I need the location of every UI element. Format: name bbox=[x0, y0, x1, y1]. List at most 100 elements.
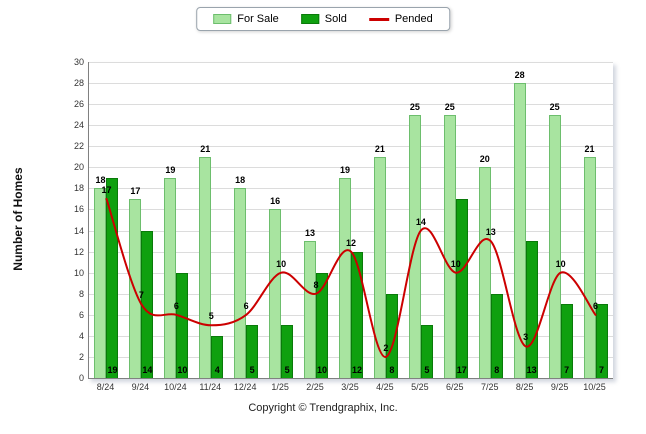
chart-legend: For Sale Sold Pended bbox=[196, 7, 450, 31]
bar-sold bbox=[141, 230, 154, 378]
bar-for-sale bbox=[478, 167, 491, 378]
pended-value-label: 2 bbox=[383, 342, 389, 353]
for-sale-value-label: 20 bbox=[479, 154, 490, 165]
bar-for-sale bbox=[94, 188, 107, 378]
sold-value-label: 5 bbox=[284, 365, 290, 375]
y-tick-label: 8 bbox=[78, 288, 84, 299]
bar-for-sale bbox=[164, 177, 177, 378]
x-tick-label: 9/25 bbox=[550, 382, 569, 392]
legend-label-pended: Pended bbox=[394, 13, 433, 25]
gridline bbox=[89, 83, 613, 85]
x-tick-label: 6/25 bbox=[446, 382, 464, 392]
legend-item-for-sale: For Sale bbox=[213, 13, 279, 25]
y-tick-label: 12 bbox=[73, 246, 84, 257]
sold-swatch-icon bbox=[300, 14, 319, 24]
pended-value-label: 17 bbox=[101, 184, 112, 195]
y-axis-title: Number of Homes bbox=[11, 167, 25, 271]
pended-value-label: 6 bbox=[173, 300, 179, 311]
y-tick-label: 18 bbox=[73, 183, 84, 194]
bar-for-sale bbox=[234, 188, 247, 378]
for-sale-value-label: 13 bbox=[305, 228, 316, 239]
for-sale-value-label: 25 bbox=[549, 101, 560, 112]
pended-value-label: 10 bbox=[276, 258, 287, 269]
for-sale-value-label: 25 bbox=[444, 101, 455, 112]
x-tick-label: 9/24 bbox=[131, 382, 150, 392]
pended-value-label: 6 bbox=[593, 300, 599, 311]
x-tick-label: 8/24 bbox=[96, 382, 115, 392]
bar-for-sale bbox=[304, 241, 317, 378]
y-tick-label: 28 bbox=[73, 78, 84, 89]
for-sale-value-label: 18 bbox=[95, 175, 106, 186]
x-tick-label: 3/25 bbox=[341, 382, 359, 392]
gridline bbox=[89, 62, 613, 63]
bar-for-sale bbox=[129, 198, 142, 378]
for-sale-value-label: 21 bbox=[584, 143, 595, 154]
sold-value-label: 10 bbox=[317, 365, 328, 375]
y-tick-label: 16 bbox=[73, 204, 84, 215]
for-sale-value-label: 17 bbox=[130, 185, 141, 196]
x-tick-label: 11/24 bbox=[199, 382, 222, 392]
sold-value-label: 8 bbox=[389, 365, 395, 375]
y-tick-label: 14 bbox=[73, 225, 84, 236]
sold-value-label: 7 bbox=[599, 365, 605, 375]
x-tick-label: 10/24 bbox=[164, 382, 187, 392]
gridline bbox=[89, 146, 613, 148]
x-tick-label: 4/25 bbox=[376, 382, 394, 392]
footer-copyright: Copyright © Trendgraphix, Inc. bbox=[248, 402, 398, 414]
y-tick-label: 4 bbox=[78, 330, 84, 341]
legend-item-pended: Pended bbox=[368, 13, 433, 25]
bar-sold bbox=[525, 241, 538, 378]
bar-for-sale bbox=[199, 156, 212, 378]
pended-value-label: 5 bbox=[208, 311, 214, 322]
for-sale-value-label: 28 bbox=[514, 70, 525, 81]
bar-sold bbox=[455, 198, 468, 378]
pended-value-label: 13 bbox=[485, 227, 496, 238]
bar-for-sale bbox=[269, 209, 282, 378]
for-sale-value-label: 21 bbox=[374, 143, 385, 154]
y-tick-label: 26 bbox=[73, 99, 84, 110]
y-tick-label: 0 bbox=[78, 373, 84, 383]
for-sale-value-label: 16 bbox=[270, 196, 281, 207]
sold-value-label: 14 bbox=[142, 365, 153, 375]
y-tick-label: 30 bbox=[73, 57, 84, 67]
sold-value-label: 8 bbox=[494, 365, 500, 375]
gridline bbox=[89, 104, 613, 106]
sold-value-label: 10 bbox=[177, 365, 188, 375]
for-sale-value-label: 19 bbox=[165, 164, 176, 175]
x-tick-label: 7/25 bbox=[480, 382, 499, 392]
bar-for-sale bbox=[408, 114, 421, 378]
x-tick-label: 8/25 bbox=[515, 382, 534, 392]
y-tick-label: 10 bbox=[73, 267, 84, 278]
y-tick-label: 24 bbox=[73, 120, 84, 131]
pended-line-swatch-icon bbox=[368, 17, 389, 21]
sold-value-label: 17 bbox=[456, 365, 467, 375]
gridline bbox=[89, 125, 613, 127]
legend-label-for-sale: For Sale bbox=[237, 13, 279, 25]
x-tick-label: 10/25 bbox=[583, 382, 606, 392]
sold-value-label: 19 bbox=[107, 365, 118, 375]
for-sale-value-label: 21 bbox=[200, 143, 211, 154]
sold-value-label: 5 bbox=[249, 365, 255, 375]
x-tick-label: 2/25 bbox=[306, 382, 324, 392]
x-tick-label: 5/25 bbox=[411, 382, 429, 392]
y-tick-label: 2 bbox=[78, 351, 84, 362]
sold-value-label: 7 bbox=[564, 365, 570, 375]
pended-value-label: 12 bbox=[345, 237, 356, 248]
for-sale-value-label: 25 bbox=[409, 101, 420, 112]
y-tick-label: 22 bbox=[73, 141, 84, 152]
bar-sold bbox=[106, 177, 119, 378]
for-sale-swatch-icon bbox=[213, 14, 232, 24]
bar-for-sale bbox=[443, 114, 456, 378]
bar-for-sale bbox=[583, 156, 596, 378]
for-sale-value-label: 18 bbox=[235, 175, 246, 186]
sold-value-label: 13 bbox=[526, 365, 537, 375]
x-tick-label: 1/25 bbox=[271, 382, 289, 392]
pended-value-label: 7 bbox=[138, 290, 144, 301]
for-sale-value-label: 19 bbox=[339, 164, 350, 175]
pended-value-label: 14 bbox=[415, 216, 426, 227]
gridline bbox=[89, 167, 613, 169]
sold-value-label: 4 bbox=[214, 365, 220, 375]
gridline bbox=[89, 188, 613, 190]
x-tick-label: 12/24 bbox=[233, 382, 257, 392]
